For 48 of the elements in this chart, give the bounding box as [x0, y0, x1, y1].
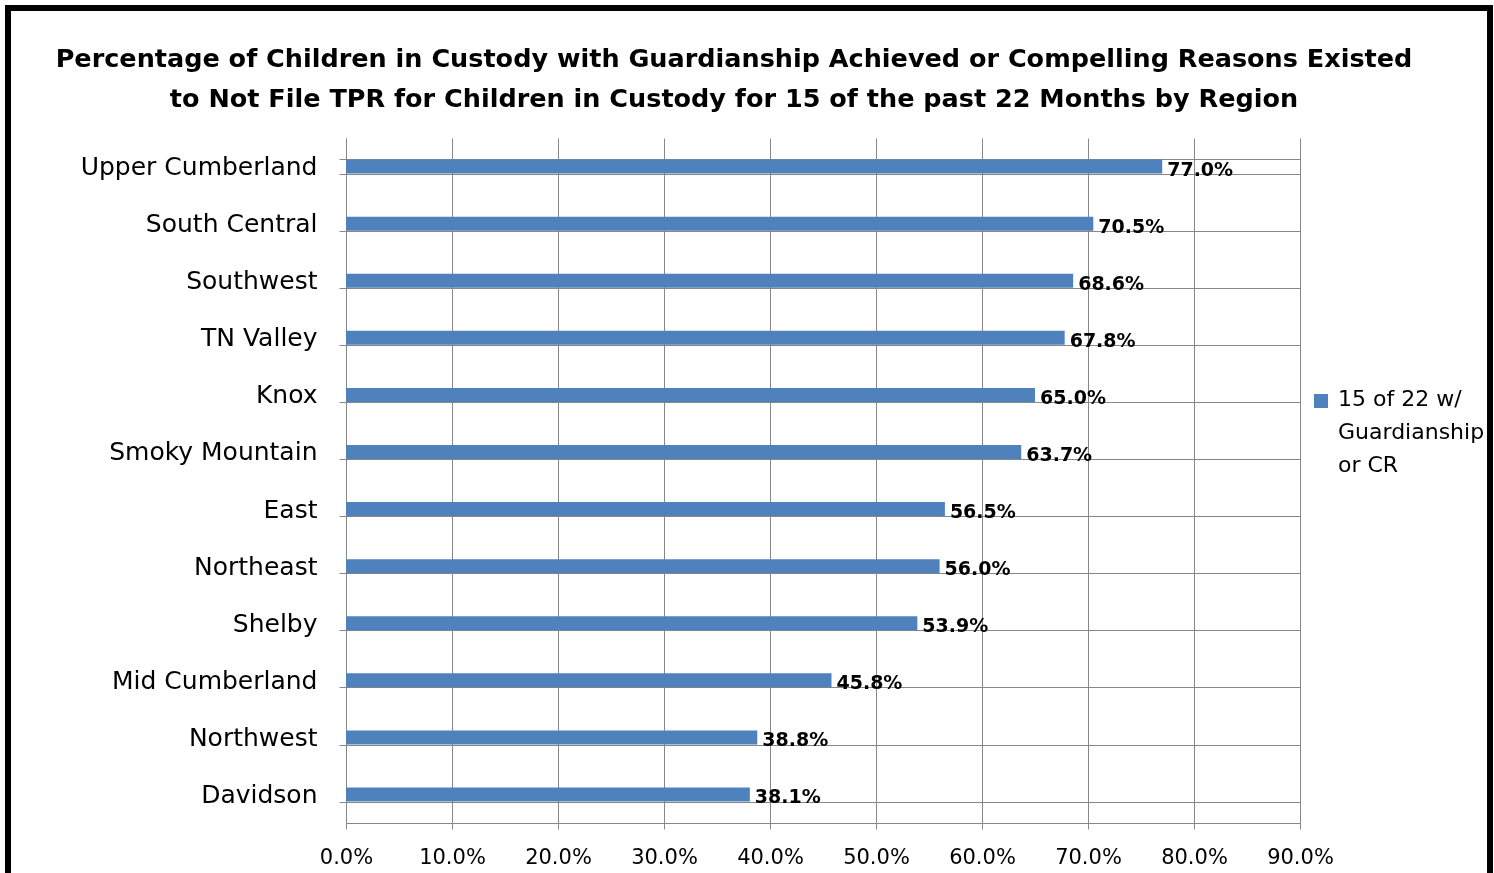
bar — [346, 616, 918, 631]
data-label: 65.0% — [1040, 385, 1106, 408]
bar — [346, 330, 1065, 345]
chart-title: Percentage of Children in Custody with Guardianship Achieved or Compelling Reasons Existed to Not File TPR for Children in Custody for 15 of the past 22 Months by Region — [55, 42, 1413, 113]
bar — [346, 216, 1094, 231]
x-tick-label: 30.0% — [631, 844, 698, 869]
legend-label: 15 of 22 w/ Guardianship or CR — [1338, 386, 1485, 477]
y-tick-label: Upper Cumberland — [80, 152, 318, 182]
x-tick-label: 50.0% — [843, 844, 910, 869]
y-tick-label: Knox — [255, 380, 318, 410]
x-tick-label: 10.0% — [419, 844, 486, 869]
bar — [346, 502, 945, 517]
y-tick-label: East — [263, 494, 318, 524]
y-tick-label: Northeast — [194, 551, 318, 581]
data-label: 77.0% — [1167, 157, 1234, 180]
bar — [346, 730, 758, 745]
data-label: 38.1% — [754, 785, 821, 808]
bar — [346, 273, 1074, 288]
data-label: 38.8% — [762, 728, 829, 751]
x-tick-label: 90.0% — [1267, 844, 1334, 869]
bar — [346, 787, 750, 802]
bar — [346, 159, 1163, 174]
data-label: 45.8% — [836, 671, 903, 694]
y-tick-label: Smoky Mountain — [109, 437, 318, 467]
y-tick-label: Davidson — [201, 779, 318, 809]
bar — [346, 673, 832, 688]
bar — [346, 444, 1022, 459]
y-tick-label: Southwest — [186, 266, 318, 296]
data-label: 56.5% — [949, 500, 1016, 523]
data-label: 67.8% — [1069, 328, 1136, 351]
y-tick-label: TN Valley — [200, 323, 318, 353]
data-label: 70.5% — [1098, 214, 1165, 237]
bar — [346, 387, 1035, 402]
data-label: 53.9% — [922, 614, 989, 637]
x-tick-label: 40.0% — [737, 844, 804, 869]
x-tick-label: 70.0% — [1055, 844, 1122, 869]
data-label: 68.6% — [1078, 271, 1145, 294]
y-tick-label: Shelby — [232, 608, 318, 638]
bar — [346, 559, 940, 574]
x-tick-label: 20.0% — [525, 844, 592, 869]
x-tick-label: 60.0% — [949, 844, 1016, 869]
x-tick-label: 80.0% — [1161, 844, 1228, 869]
data-label: 56.0% — [944, 557, 1011, 580]
y-tick-label: Mid Cumberland — [112, 665, 318, 695]
data-label: 63.7% — [1026, 442, 1093, 465]
y-tick-label: Northwest — [188, 722, 318, 752]
y-tick-label: South Central — [145, 209, 318, 239]
x-tick-label: 0.0% — [319, 844, 374, 869]
